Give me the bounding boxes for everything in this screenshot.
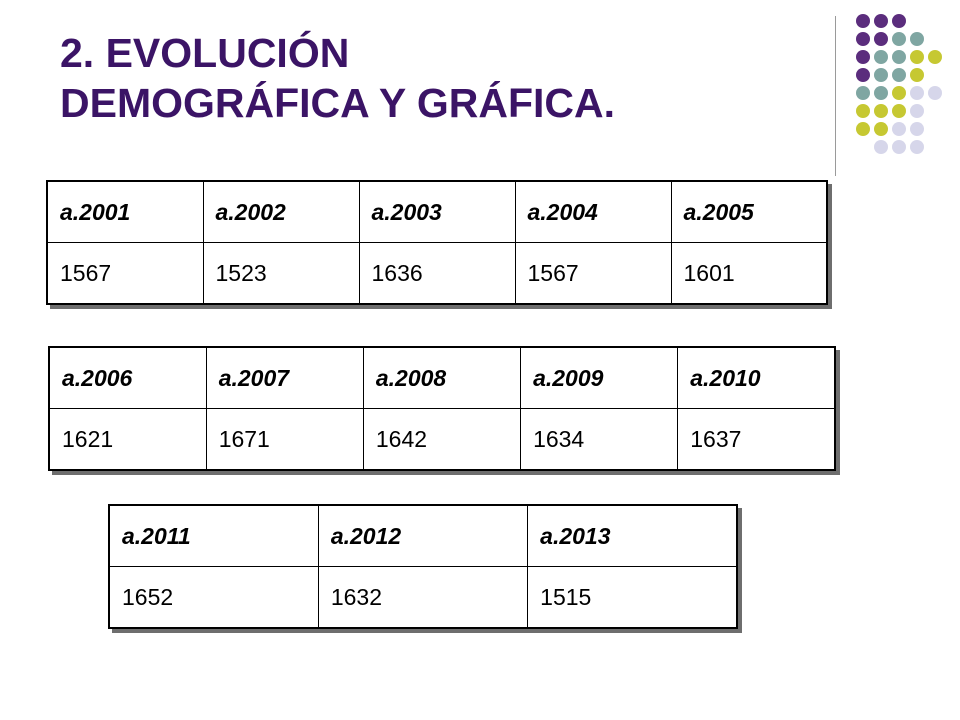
teal-dot	[892, 32, 906, 46]
population-value-cell: 1652	[108, 566, 319, 629]
lavender-dot	[910, 122, 924, 136]
population-value-cell: 1642	[362, 408, 522, 471]
lavender-dot	[874, 140, 888, 154]
table-value-row: 1621 1671 1642 1634 1637	[48, 408, 836, 471]
population-value-cell: 1632	[317, 566, 529, 629]
lavender-dot	[928, 86, 942, 100]
population-value-cell: 1567	[46, 242, 204, 305]
year-header-cell: a.2001	[46, 180, 204, 243]
teal-dot	[910, 32, 924, 46]
lavender-dot	[892, 122, 906, 136]
year-header-cell: a.2013	[527, 504, 738, 567]
decorative-dot-grid	[848, 14, 948, 154]
olive-dot	[874, 122, 888, 136]
purple-dot	[892, 14, 906, 28]
population-value-cell: 1523	[202, 242, 360, 305]
olive-dot	[892, 104, 906, 118]
purple-dot	[874, 14, 888, 28]
year-header-cell: a.2011	[108, 504, 319, 567]
population-table-2001-2005: a.2001 a.2002 a.2003 a.2004 a.2005 1567 …	[46, 180, 828, 305]
table-value-row: 1567 1523 1636 1567 1601	[46, 242, 828, 305]
purple-dot	[874, 32, 888, 46]
purple-dot	[856, 50, 870, 64]
table-value-row: 1652 1632 1515	[108, 566, 738, 629]
lavender-dot	[910, 140, 924, 154]
population-value-cell: 1621	[48, 408, 207, 471]
teal-dot	[892, 68, 906, 82]
lavender-dot	[910, 86, 924, 100]
decorative-divider	[835, 16, 836, 176]
olive-dot	[856, 104, 870, 118]
slide-title: 2. EVOLUCIÓN DEMOGRÁFICA Y GRÁFICA.	[60, 28, 820, 128]
population-table-2011-2013: a.2011 a.2012 a.2013 1652 1632 1515	[108, 504, 738, 629]
teal-dot	[874, 68, 888, 82]
slide-title-line-1: 2. EVOLUCIÓN	[60, 30, 350, 76]
year-header-cell: a.2004	[514, 180, 672, 243]
population-value-cell: 1515	[527, 566, 738, 629]
year-header-cell: a.2008	[362, 346, 522, 409]
population-value-cell: 1567	[514, 242, 672, 305]
olive-dot	[910, 50, 924, 64]
lavender-dot	[892, 140, 906, 154]
teal-dot	[874, 50, 888, 64]
teal-dot	[892, 50, 906, 64]
olive-dot	[874, 104, 888, 118]
purple-dot	[856, 68, 870, 82]
olive-dot	[892, 86, 906, 100]
year-header-cell: a.2010	[677, 346, 836, 409]
population-value-cell: 1636	[358, 242, 516, 305]
purple-dot	[856, 32, 870, 46]
population-value-cell: 1671	[205, 408, 364, 471]
population-value-cell: 1637	[677, 408, 836, 471]
table-header-row: a.2011 a.2012 a.2013	[108, 504, 738, 567]
slide-title-line-2: DEMOGRÁFICA Y GRÁFICA.	[60, 80, 616, 126]
table-header-row: a.2006 a.2007 a.2008 a.2009 a.2010	[48, 346, 836, 409]
year-header-cell: a.2005	[670, 180, 828, 243]
table-header-row: a.2001 a.2002 a.2003 a.2004 a.2005	[46, 180, 828, 243]
year-header-cell: a.2009	[520, 346, 679, 409]
teal-dot	[874, 86, 888, 100]
year-header-cell: a.2007	[205, 346, 364, 409]
olive-dot	[928, 50, 942, 64]
year-header-cell: a.2012	[317, 504, 529, 567]
population-value-cell: 1601	[670, 242, 828, 305]
year-header-cell: a.2006	[48, 346, 207, 409]
olive-dot	[910, 68, 924, 82]
olive-dot	[856, 122, 870, 136]
population-table-2006-2010: a.2006 a.2007 a.2008 a.2009 a.2010 1621 …	[48, 346, 836, 471]
population-value-cell: 1634	[520, 408, 679, 471]
teal-dot	[856, 86, 870, 100]
lavender-dot	[910, 104, 924, 118]
year-header-cell: a.2002	[202, 180, 360, 243]
purple-dot	[856, 14, 870, 28]
year-header-cell: a.2003	[358, 180, 516, 243]
